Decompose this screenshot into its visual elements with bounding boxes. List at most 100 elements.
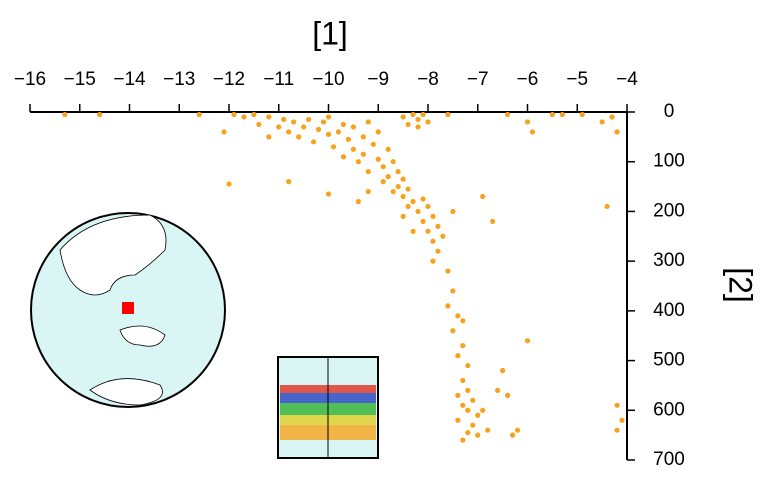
point <box>470 397 476 403</box>
point <box>355 159 361 165</box>
point <box>579 111 585 118</box>
point <box>365 169 371 175</box>
point <box>390 159 396 165</box>
y-tick-label: 200 <box>653 200 685 221</box>
point <box>241 114 247 120</box>
point <box>465 407 471 413</box>
point <box>395 183 401 190</box>
x-tick-label: −16 <box>14 69 46 90</box>
point <box>450 328 456 334</box>
x-tick-label: −14 <box>113 69 146 90</box>
y-tick-label: 500 <box>653 350 685 371</box>
point <box>455 417 461 423</box>
point <box>365 188 371 195</box>
location-marker <box>122 302 134 314</box>
point <box>380 179 386 185</box>
point <box>400 193 406 200</box>
point <box>485 427 491 433</box>
y-tick-label: 700 <box>653 449 685 470</box>
point <box>400 176 406 182</box>
point <box>614 129 620 135</box>
point <box>405 203 411 210</box>
point <box>97 111 103 118</box>
point <box>445 111 451 118</box>
point <box>430 258 436 264</box>
point <box>440 233 446 239</box>
point <box>495 387 501 393</box>
point <box>460 318 466 324</box>
point <box>306 116 312 123</box>
point <box>405 186 411 192</box>
point <box>62 111 68 118</box>
y-tick-label: 300 <box>653 250 685 271</box>
point <box>410 198 416 205</box>
x-tick-label: −8 <box>417 69 439 90</box>
point <box>475 412 481 418</box>
point <box>301 124 307 130</box>
point <box>355 198 361 205</box>
point <box>619 417 625 423</box>
point <box>231 111 237 118</box>
point <box>410 111 416 118</box>
point <box>549 111 555 118</box>
landmass <box>119 325 166 347</box>
point <box>559 111 565 118</box>
point <box>524 119 531 125</box>
x-tick-label: −9 <box>367 69 389 90</box>
point <box>251 111 257 118</box>
point <box>599 119 605 125</box>
point <box>455 313 461 319</box>
point <box>375 129 381 135</box>
point <box>325 131 332 137</box>
point <box>435 223 441 229</box>
globe-inset <box>30 212 226 408</box>
point <box>266 114 272 120</box>
point <box>325 191 332 197</box>
y-tick-label: 600 <box>653 399 685 420</box>
x-tick-label: −13 <box>163 69 195 90</box>
point <box>296 134 302 140</box>
point <box>350 146 356 152</box>
point <box>350 124 356 130</box>
y-tick-label: 400 <box>653 300 685 321</box>
point <box>340 154 347 160</box>
point <box>420 196 426 202</box>
point <box>365 119 371 125</box>
x-axis-title: [1] <box>312 15 348 51</box>
point <box>614 427 620 433</box>
point <box>395 169 401 175</box>
point <box>480 193 486 200</box>
point <box>330 144 337 150</box>
point <box>465 430 471 436</box>
point <box>325 114 332 120</box>
point <box>529 129 536 135</box>
point <box>460 437 466 443</box>
point <box>490 218 496 224</box>
point <box>445 268 451 274</box>
map-inset <box>277 356 379 459</box>
point <box>415 208 421 215</box>
point <box>405 121 411 128</box>
point <box>435 248 441 254</box>
x-tick-label: −7 <box>467 69 489 90</box>
point <box>505 111 511 118</box>
point <box>410 228 416 234</box>
point <box>450 288 456 294</box>
x-tick-label: −5 <box>566 69 588 90</box>
point <box>514 427 521 433</box>
point <box>420 111 426 118</box>
point <box>450 208 456 215</box>
point <box>281 116 287 123</box>
point <box>445 303 451 309</box>
point <box>480 407 486 413</box>
point <box>475 432 481 438</box>
point <box>460 402 466 408</box>
point <box>375 156 381 162</box>
point <box>320 119 327 125</box>
point <box>465 362 471 369</box>
y-axis-title: [2] <box>723 267 759 303</box>
point <box>420 218 426 224</box>
point <box>430 238 436 244</box>
point <box>460 343 466 349</box>
